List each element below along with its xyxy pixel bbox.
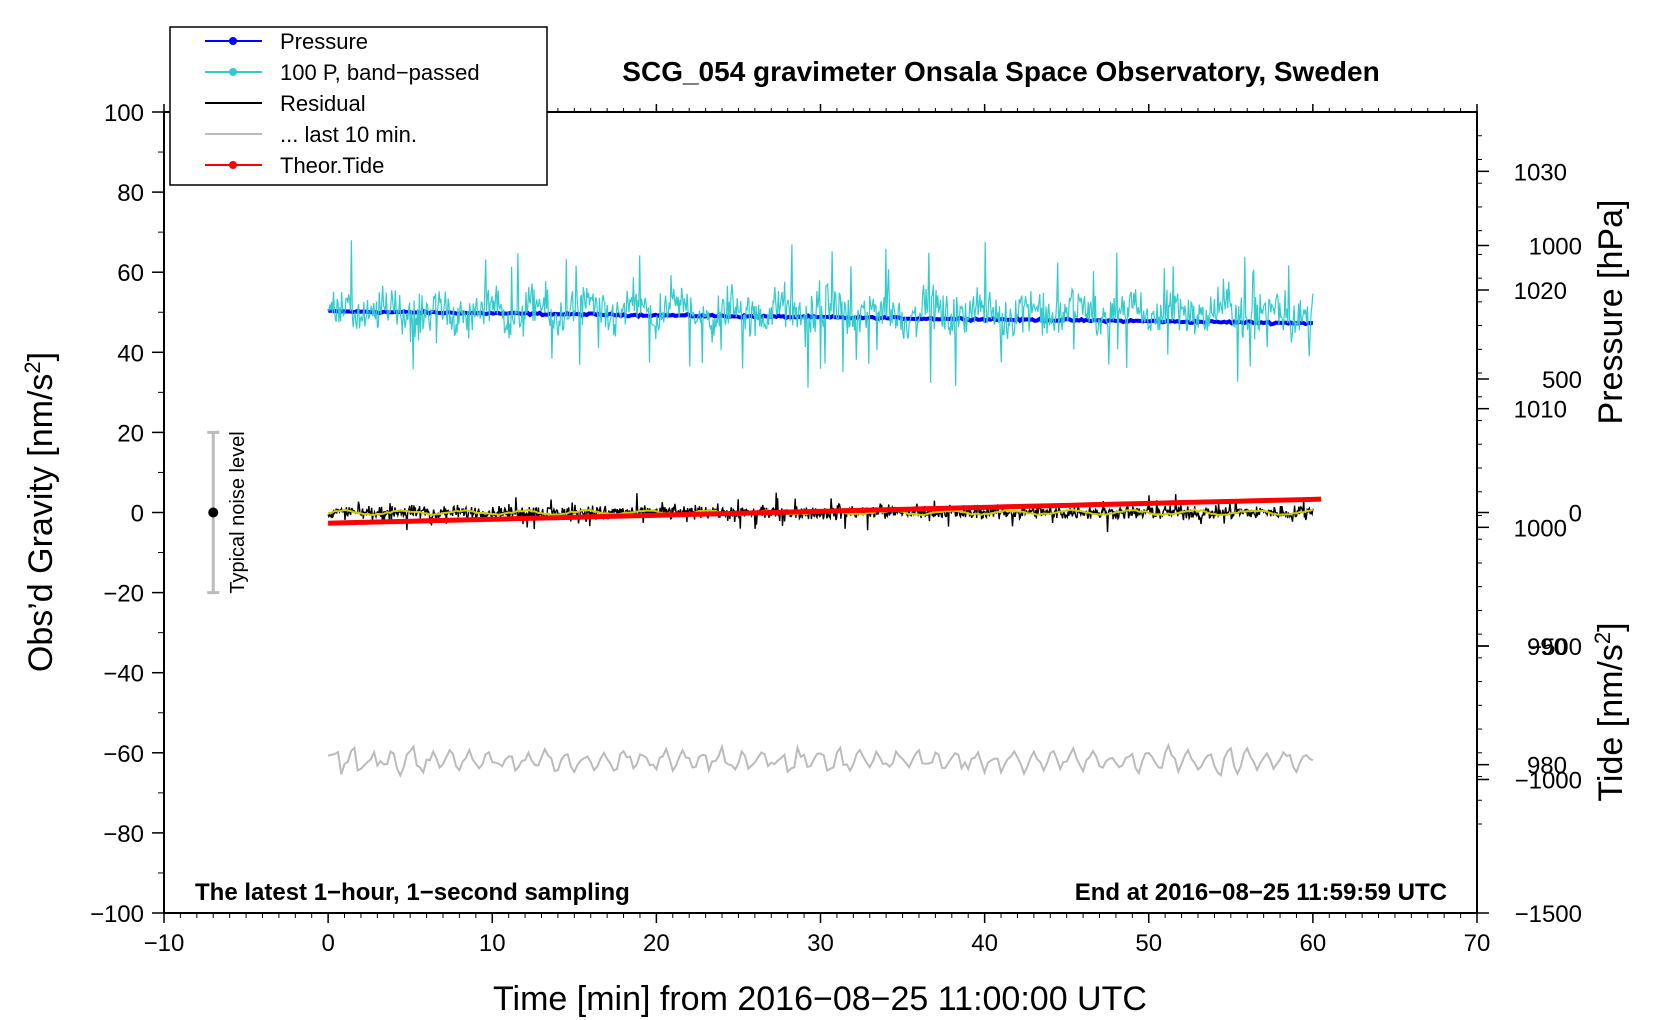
tide-tick-label: 1000 <box>1529 234 1582 261</box>
tide-axis-title-close: ] <box>1592 622 1630 631</box>
legend-marker <box>229 37 237 45</box>
y-axis-left-ticks: 100 80 60 40 20 0 −20 −40 −60 −80 −100 <box>90 100 164 928</box>
tide-axis-ticks: 1000 500 0 −500 −1000 −1500 <box>1477 234 1582 928</box>
tide-axis-title: Tide [nm/s2] <box>1590 622 1630 801</box>
tide-tick-label: −1000 <box>1515 768 1582 795</box>
pressure-tick-label: 1020 <box>1514 278 1567 305</box>
pressure-tick-label: 1000 <box>1514 515 1567 542</box>
tide-tick-label: 500 <box>1542 367 1582 394</box>
end-time-note: End at 2016−08−25 11:59:59 UTC <box>1075 879 1447 906</box>
y-tick-label: −60 <box>103 741 144 768</box>
legend-label: ... last 10 min. <box>280 122 417 147</box>
y-axis-left-title-sup: 2 <box>20 361 45 373</box>
y-tick-label: 0 <box>131 501 144 528</box>
legend-label: Theor.Tide <box>280 153 384 178</box>
legend-box <box>169 26 548 186</box>
noise-level-indicator: Typical noise level <box>207 430 249 595</box>
sampling-note: The latest 1−hour, 1−second sampling <box>195 879 630 906</box>
y-axis-left-title-main: Obs’d Gravity [nm/s <box>22 374 60 673</box>
chart-title: SCG_054 gravimeter Onsala Space Observat… <box>622 56 1379 87</box>
pressure-axis-title: Pressure [hPa] <box>1592 200 1630 425</box>
x-tick-label: 30 <box>807 930 834 957</box>
tide-axis-title-main: Tide [nm/s <box>1592 644 1630 801</box>
x-tick-label: 10 <box>479 930 506 957</box>
x-tick-label: 0 <box>321 930 334 957</box>
y-tick-label: −40 <box>103 661 144 688</box>
tide-tick-label: 0 <box>1569 501 1582 528</box>
legend-label: Pressure <box>280 29 368 54</box>
series-pressure-band-passed-line <box>327 240 1314 388</box>
legend-marker <box>229 68 237 76</box>
noise-level-dot <box>208 507 219 518</box>
tide-axis-title-sup: 2 <box>1590 632 1615 644</box>
y-tick-label: 60 <box>117 260 144 287</box>
y-tick-label: −20 <box>103 581 144 608</box>
series-theor-tide-line <box>328 496 1322 526</box>
y-axis-left-title-close: ] <box>22 352 60 361</box>
pressure-tick-label: 1030 <box>1514 159 1567 186</box>
y-tick-label: −100 <box>90 901 144 928</box>
legend-label: 100 P, band−passed <box>280 60 480 85</box>
x-tick-label: 70 <box>1464 930 1491 957</box>
noise-level-label: Typical noise level <box>227 431 249 593</box>
x-tick-label: 50 <box>1135 930 1162 957</box>
x-axis-title: Time [min] from 2016−08−25 11:00:00 UTC <box>493 980 1147 1018</box>
y-tick-label: 80 <box>117 180 144 207</box>
x-axis-ticks: −10 0 10 20 30 40 50 60 70 <box>144 104 1491 957</box>
y-tick-label: 20 <box>117 420 144 447</box>
x-tick-label: 60 <box>1300 930 1327 957</box>
legend: Pressure 100 P, band−passed Residual ... la… <box>169 26 548 186</box>
series-layer <box>327 240 1322 778</box>
y-tick-label: −80 <box>103 821 144 848</box>
x-tick-label: 40 <box>971 930 998 957</box>
tide-tick-label: −1500 <box>1515 901 1582 928</box>
pressure-tick-label: 990 <box>1527 634 1567 661</box>
x-tick-label: 20 <box>643 930 670 957</box>
tide-tick-label: −500 <box>1528 634 1582 661</box>
legend-label: Residual <box>280 91 366 116</box>
x-tick-label: −10 <box>144 930 185 957</box>
y-tick-label: 40 <box>117 340 144 367</box>
y-tick-label: 100 <box>104 100 144 127</box>
pressure-axis-ticks: 1030 1020 1010 1000 990 980 <box>1477 135 1567 825</box>
pressure-tick-label: 1010 <box>1514 397 1567 424</box>
series-last-10-min-line <box>327 742 1314 778</box>
y-axis-left-title: Obs’d Gravity [nm/s2] <box>20 352 60 672</box>
legend-marker <box>229 161 237 169</box>
pressure-tick-label: 980 <box>1527 753 1567 780</box>
